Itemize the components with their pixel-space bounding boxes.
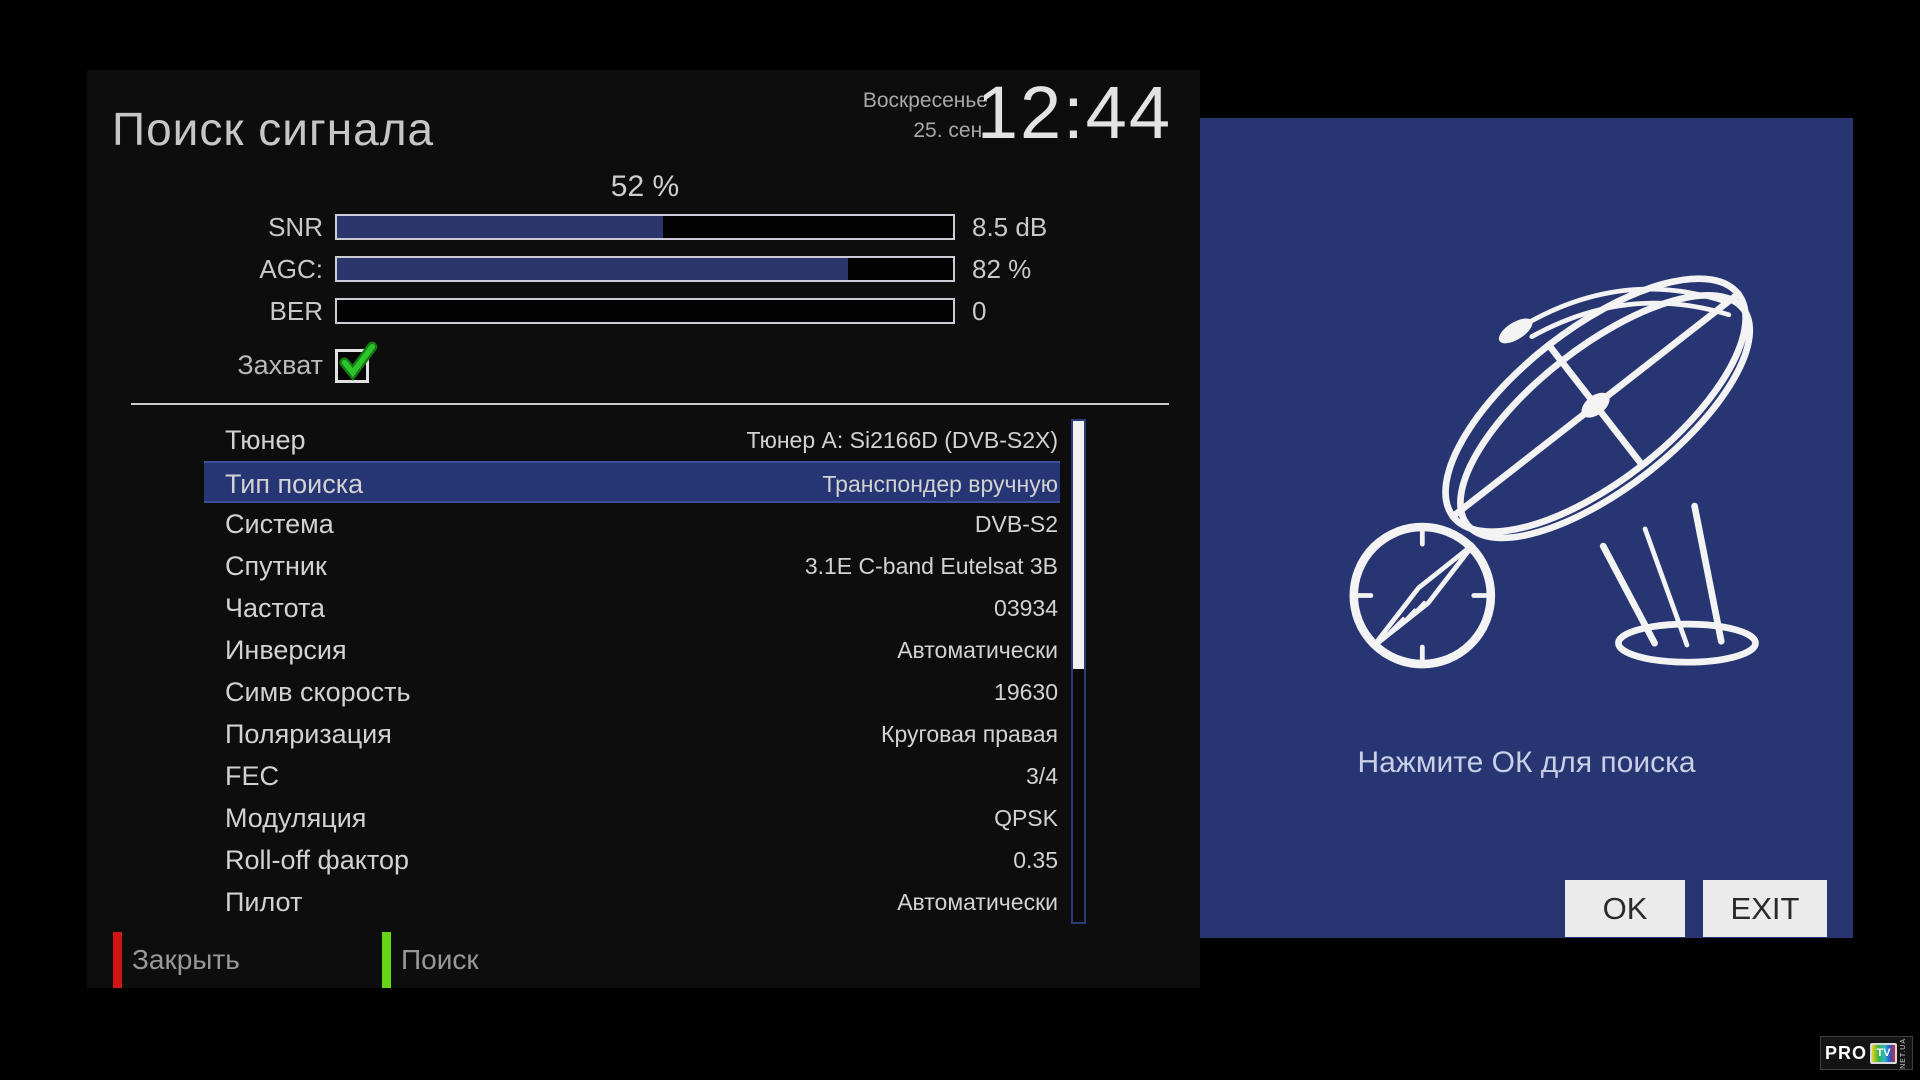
clock: 12:44 bbox=[976, 71, 1172, 154]
color-key-label: Поиск bbox=[401, 944, 479, 975]
signal-bar-label: SNR bbox=[268, 212, 323, 242]
color-key-button[interactable]: Закрыть bbox=[113, 932, 240, 988]
settings-row-value: Круговая правая bbox=[881, 721, 1058, 747]
checkmark-icon bbox=[339, 341, 378, 381]
dialog-buttons: OK EXIT bbox=[1565, 880, 1827, 937]
settings-row-label: Тип поиска bbox=[225, 469, 364, 499]
search-prompt-panel: Нажмите ОК для поиска OK EXIT bbox=[1200, 118, 1853, 938]
signal-quality-percent: 52 % bbox=[610, 170, 680, 203]
settings-row-value: Транспондер вручную bbox=[822, 471, 1058, 497]
settings-row-value: DVB-S2 bbox=[974, 511, 1058, 537]
signal-search-panel: Поиск сигнала Воскресенье 25. сен. 12:44… bbox=[87, 70, 1200, 988]
settings-row[interactable]: Частота 03934 bbox=[204, 587, 1060, 629]
settings-row-label: Пилот bbox=[225, 887, 303, 917]
settings-row-value: 0.35 bbox=[1013, 847, 1058, 873]
day-label: Воскресенье bbox=[862, 89, 988, 112]
signal-bar-value: 8.5 dB bbox=[972, 212, 1048, 242]
settings-row-value: 3/4 bbox=[1026, 763, 1058, 789]
signal-bar-track bbox=[335, 256, 955, 282]
signal-bar-fill bbox=[337, 216, 664, 238]
color-key-button[interactable]: Поиск bbox=[382, 932, 479, 988]
signal-bar-track bbox=[335, 214, 955, 240]
datetime-block: Воскресенье 25. сен. bbox=[863, 86, 988, 146]
settings-row[interactable]: Инверсия Автоматически bbox=[204, 629, 1060, 671]
signal-bar-track bbox=[335, 298, 955, 324]
settings-row-value: Автоматически bbox=[897, 889, 1058, 915]
satellite-dish-icon bbox=[1349, 275, 1759, 669]
settings-row[interactable]: Roll-off фактор 0.35 bbox=[204, 839, 1060, 881]
ok-button[interactable]: OK bbox=[1565, 880, 1685, 937]
divider-line bbox=[131, 403, 1169, 405]
settings-row-value: 3.1E C-band Eutelsat 3B bbox=[804, 553, 1058, 579]
signal-bar-row: BER 0 bbox=[87, 298, 1200, 324]
settings-row-label: FEC bbox=[225, 761, 279, 791]
signal-bar-fill bbox=[337, 258, 849, 280]
color-key-bar bbox=[382, 932, 391, 988]
tv-icon: TV bbox=[1870, 1042, 1898, 1064]
settings-row-label: Поляризация bbox=[225, 719, 392, 749]
settings-row-label: Инверсия bbox=[225, 635, 347, 665]
settings-row-value: Тюнер A: Si2166D (DVB-S2X) bbox=[746, 427, 1058, 453]
settings-row-label: Частота bbox=[225, 593, 326, 623]
logo-suffix-text: NET.UA bbox=[1900, 1037, 1908, 1069]
settings-row[interactable]: Модуляция QPSK bbox=[204, 797, 1060, 839]
signal-bar-row: AGC: 82 % bbox=[87, 256, 1200, 282]
settings-row-label: Симв скорость bbox=[225, 677, 411, 707]
settings-row-value: Автоматически bbox=[897, 637, 1058, 663]
settings-row[interactable]: Поляризация Круговая правая bbox=[204, 713, 1060, 755]
settings-row-label: Тюнер bbox=[225, 425, 306, 455]
settings-row[interactable]: Система DVB-S2 bbox=[204, 503, 1060, 545]
press-ok-hint: Нажмите ОК для поиска bbox=[1357, 746, 1696, 779]
settings-row[interactable]: Спутник 3.1E C-band Eutelsat 3B bbox=[204, 545, 1060, 587]
lock-label: Захват bbox=[237, 350, 323, 380]
settings-row-label: Система bbox=[225, 509, 334, 539]
logo-pro-text: PRO bbox=[1825, 1042, 1868, 1063]
signal-bar-value: 0 bbox=[972, 296, 987, 326]
footer-keys: Закрыть Поиск bbox=[87, 932, 1200, 988]
signal-bar-label: BER bbox=[269, 296, 323, 326]
signal-bar-value: 82 % bbox=[972, 254, 1032, 284]
settings-row[interactable]: Тюнер Тюнер A: Si2166D (DVB-S2X) bbox=[204, 419, 1060, 461]
scrollbar-thumb[interactable] bbox=[1073, 421, 1084, 669]
signal-bars: SNR 8.5 dB AGC: 82 % BER 0 bbox=[87, 214, 1200, 340]
settings-row-label: Модуляция bbox=[225, 803, 367, 833]
settings-row[interactable]: Пилот Автоматически bbox=[204, 881, 1060, 923]
settings-row-label: Roll-off фактор bbox=[225, 845, 409, 875]
exit-button[interactable]: EXIT bbox=[1703, 880, 1827, 937]
scrollbar[interactable] bbox=[1071, 419, 1086, 924]
settings-row[interactable]: FEC 3/4 bbox=[204, 755, 1060, 797]
settings-row-label: Спутник bbox=[225, 551, 327, 581]
signal-bar-label: AGC: bbox=[259, 254, 323, 284]
signal-bar-row: SNR 8.5 dB bbox=[87, 214, 1200, 240]
color-key-label: Закрыть bbox=[132, 944, 240, 975]
settings-list: Тюнер Тюнер A: Si2166D (DVB-S2X) Тип пои… bbox=[204, 419, 1060, 923]
settings-row[interactable]: Симв скорость 19630 bbox=[204, 671, 1060, 713]
settings-row-value: 03934 bbox=[994, 595, 1058, 621]
settings-row-value: QPSK bbox=[994, 805, 1058, 831]
color-key-bar bbox=[113, 932, 122, 988]
date-label: 25. сен. bbox=[913, 119, 988, 142]
settings-row-value: 19630 bbox=[994, 679, 1058, 705]
lock-checkbox[interactable] bbox=[335, 341, 378, 383]
protv-logo: PRO TV NET.UA bbox=[1820, 1036, 1914, 1070]
settings-row[interactable]: Тип поиска Транспондер вручную bbox=[204, 461, 1060, 503]
page-title: Поиск сигнала bbox=[112, 103, 435, 155]
